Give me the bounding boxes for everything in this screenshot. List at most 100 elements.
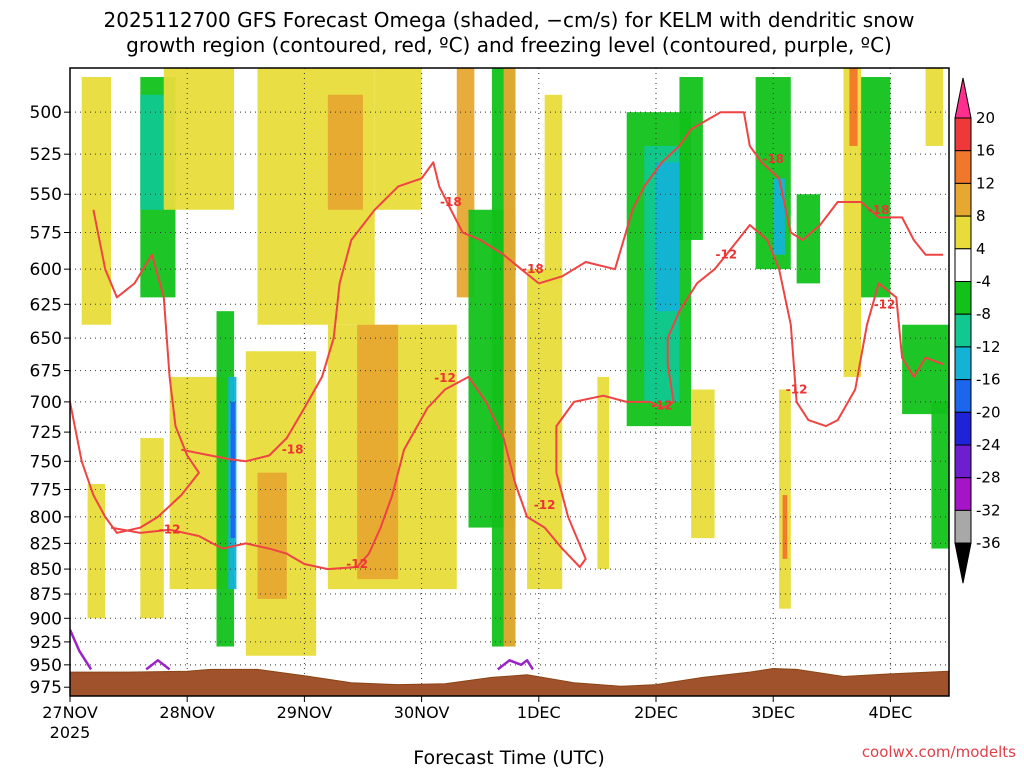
colorbar-label: -32 — [976, 501, 1001, 519]
contour-label: -18 — [282, 443, 304, 457]
colorbar-label: -36 — [976, 534, 1001, 552]
x-tick-label: 29NOV — [277, 703, 333, 722]
colorbar-bin — [954, 117, 972, 152]
omega-patch — [357, 324, 399, 580]
freezing-level-contour — [497, 659, 534, 671]
y-tick-label: 625 — [30, 295, 62, 315]
contour-label: -12 — [874, 297, 896, 311]
x-tick-label: 28NOV — [159, 703, 215, 722]
colorbar-label: -20 — [976, 403, 1001, 421]
y-tick-label: 950 — [30, 656, 62, 676]
colorbar-bin — [954, 150, 972, 184]
colorbar-top-arrow — [954, 77, 972, 119]
omega-patch — [544, 94, 563, 284]
x-tick-label: 3DEC — [751, 703, 795, 722]
omega-patch — [691, 389, 715, 539]
temperature-contours: -18 -18 -18 -18 -18 -12 -12 -12 -12 -12 -12 -12 -12 — [70, 111, 944, 671]
freezing-level-contour — [145, 659, 171, 671]
omega-patch — [140, 438, 164, 619]
omega-patch — [327, 94, 363, 210]
terrain-fill — [70, 667, 949, 696]
colorbar-label: -8 — [976, 305, 991, 323]
colorbar-label: -4 — [976, 273, 991, 291]
contour-minus12 — [70, 209, 200, 534]
contour-label: -12 — [346, 557, 368, 571]
colorbar-label: 8 — [976, 207, 986, 225]
freezing-level-contour — [70, 629, 93, 671]
colorbar-bin — [954, 509, 972, 544]
colorbar-bin — [954, 444, 972, 479]
y-tick-label: 650 — [30, 329, 62, 349]
contour-label: -12 — [715, 248, 737, 262]
colorbar-bin — [954, 313, 972, 348]
plot-area: -18 -18 -18 -18 -18 -12 -12 -12 -12 -12 -12 -12 -12 — [69, 67, 950, 697]
y-tick-label: 525 — [30, 145, 62, 165]
plot-frame — [69, 67, 950, 697]
contour-label: -18 — [522, 262, 544, 276]
x-tick-label: 2DEC — [634, 703, 678, 722]
omega-patch — [503, 68, 516, 647]
omega-patch — [656, 162, 680, 312]
y-tick-label: 850 — [30, 560, 62, 580]
contour-label: -12 — [651, 399, 673, 413]
omega-shading — [81, 68, 949, 656]
x-tick-label: 30NOV — [394, 703, 450, 722]
y-tick-label: 700 — [30, 393, 62, 413]
colorbar-label: 12 — [976, 174, 995, 192]
credit-text: coolwx.com/modelts — [862, 743, 1016, 761]
contour-minus12 — [110, 224, 944, 571]
colorbar-bin — [954, 281, 972, 315]
y-tick-label: 575 — [30, 224, 62, 244]
terrain — [70, 667, 949, 696]
contour-label: -18 — [868, 203, 890, 217]
y-tick-label: 825 — [30, 534, 62, 554]
colorbar-bin — [954, 215, 972, 250]
colorbar-bin — [954, 248, 972, 283]
colorbar-label: -28 — [976, 469, 1001, 487]
y-tick-label: 800 — [30, 508, 62, 528]
colorbar: 20 16 12 8 4 -4 -8 -12 -16 -20 -24 -28 -32 -36 — [954, 77, 1001, 584]
x-tick-label: 27NOV — [42, 703, 98, 722]
colorbar-bin — [954, 477, 972, 511]
colorbar-label: 16 — [976, 142, 995, 160]
omega-patch — [81, 77, 112, 325]
colorbar-label: -12 — [976, 338, 1001, 356]
colorbar-label: -24 — [976, 436, 1001, 454]
x-tick-label: 1DEC — [517, 703, 561, 722]
y-tick-label: 550 — [30, 185, 62, 205]
contour-label: -18 — [762, 152, 784, 166]
contour-label: -12 — [534, 498, 556, 512]
y-tick-label: 600 — [30, 260, 62, 280]
contour-label: -12 — [159, 523, 181, 537]
y-tick-label: 775 — [30, 481, 62, 501]
omega-patch — [597, 376, 610, 570]
omega-patch — [796, 194, 821, 284]
contour-label: -18 — [440, 195, 462, 209]
colorbar-bin — [954, 411, 972, 446]
y-tick-label: 925 — [30, 633, 62, 653]
omega-patch — [257, 472, 287, 599]
omega-patch — [679, 77, 703, 240]
y-tick-label: 900 — [30, 609, 62, 629]
x-axis-ticks: 27NOV 28NOV 29NOV 30NOV 1DEC 2DEC 3DEC 4DEC — [42, 696, 912, 722]
x-tick-label: 4DEC — [869, 703, 913, 722]
x-axis-label: Forecast Time (UTC) — [413, 747, 604, 768]
contour-minus18 — [181, 111, 944, 463]
chart-title-line1: 2025112700 GFS Forecast Omega (shaded, −… — [104, 8, 915, 32]
omega-patch — [230, 401, 236, 539]
contour-label: -12 — [434, 371, 456, 385]
contour-label: -12 — [786, 383, 808, 397]
y-tick-label: 975 — [30, 678, 62, 698]
y-axis-ticks: 500 525 550 575 600 625 650 675 700 725 750 775 800 8… — [30, 103, 70, 698]
colorbar-bottom-arrow — [954, 542, 972, 584]
y-tick-label: 500 — [30, 103, 62, 123]
colorbar-bin — [954, 346, 972, 381]
colorbar-label: 20 — [976, 109, 995, 127]
omega-patch — [163, 68, 235, 210]
colorbar-label: -16 — [976, 371, 1001, 389]
y-tick-label: 750 — [30, 452, 62, 472]
chart-title-line2: growth region (contoured, red, ºC) and f… — [126, 33, 892, 57]
x-axis-year: 2025 — [50, 723, 91, 742]
omega-patch — [773, 178, 785, 255]
